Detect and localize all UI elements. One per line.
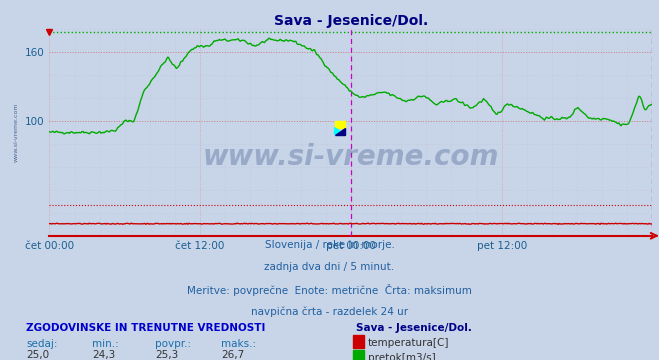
Bar: [353, 335, 364, 348]
Polygon shape: [335, 128, 345, 135]
Bar: [353, 350, 364, 360]
Text: Sava - Jesenice/Dol.: Sava - Jesenice/Dol.: [356, 323, 472, 333]
Text: pretok[m3/s]: pretok[m3/s]: [368, 352, 436, 360]
Text: sedaj:: sedaj:: [26, 339, 58, 349]
Text: temperatura[C]: temperatura[C]: [368, 338, 449, 348]
Polygon shape: [335, 128, 345, 135]
Title: Sava - Jesenice/Dol.: Sava - Jesenice/Dol.: [273, 14, 428, 28]
Text: www.si-vreme.com: www.si-vreme.com: [203, 143, 499, 171]
Bar: [335, 121, 345, 128]
Text: 25,0: 25,0: [26, 350, 49, 360]
Text: Meritve: povprečne  Enote: metrične  Črta: maksimum: Meritve: povprečne Enote: metrične Črta:…: [187, 284, 472, 296]
Text: min.:: min.:: [92, 339, 119, 349]
Text: maks.:: maks.:: [221, 339, 256, 349]
Text: povpr.:: povpr.:: [155, 339, 191, 349]
Text: www.si-vreme.com: www.si-vreme.com: [14, 103, 18, 162]
Text: zadnja dva dni / 5 minut.: zadnja dva dni / 5 minut.: [264, 262, 395, 272]
Text: navpična črta - razdelek 24 ur: navpična črta - razdelek 24 ur: [251, 307, 408, 317]
Text: 24,3: 24,3: [92, 350, 115, 360]
Text: 26,7: 26,7: [221, 350, 244, 360]
Text: 25,3: 25,3: [155, 350, 178, 360]
Text: ZGODOVINSKE IN TRENUTNE VREDNOSTI: ZGODOVINSKE IN TRENUTNE VREDNOSTI: [26, 323, 266, 333]
Text: Slovenija / reke in morje.: Slovenija / reke in morje.: [264, 239, 395, 249]
